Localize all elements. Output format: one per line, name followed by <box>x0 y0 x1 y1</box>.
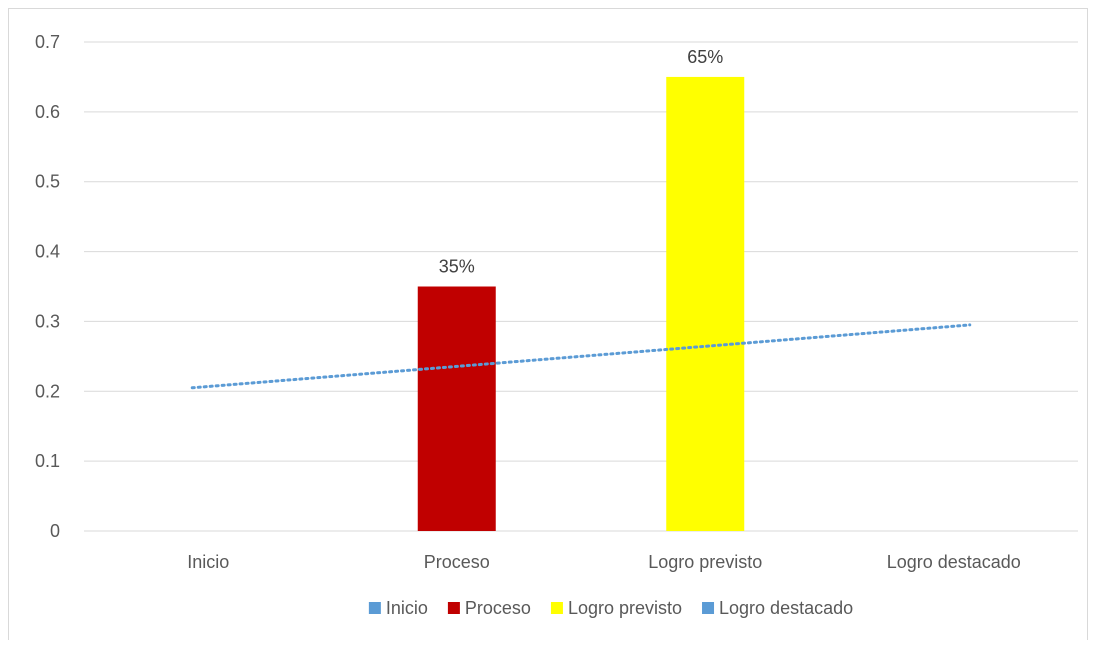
y-tick-label: 0 <box>50 521 60 541</box>
legend-label: Logro previsto <box>568 598 682 618</box>
y-tick-label: 0.5 <box>35 172 60 192</box>
y-tick-label: 0.3 <box>35 311 60 331</box>
x-tick-label: Inicio <box>187 552 229 572</box>
y-tick-label: 0.2 <box>35 381 60 401</box>
legend-label: Logro destacado <box>719 598 853 618</box>
y-tick-label: 0.1 <box>35 451 60 471</box>
x-tick-label: Logro previsto <box>648 552 762 572</box>
legend-label: Inicio <box>386 598 428 618</box>
gridlines <box>84 41 1078 532</box>
legend-swatch <box>368 602 381 614</box>
y-tick-label: 0.7 <box>35 32 60 52</box>
legend-label: Proceso <box>465 598 531 618</box>
y-tick-label: 0.4 <box>35 242 60 262</box>
legend-swatch <box>447 602 460 614</box>
legend-swatch <box>702 602 715 614</box>
x-tick-label: Logro destacado <box>887 552 1021 572</box>
labels: 0 0.1 0.2 0.3 0.4 0.5 0.6 0.7 Inicio 35% Proceso 65… <box>35 32 1021 572</box>
trendline-line <box>190 323 972 390</box>
data-label: 65% <box>687 47 723 67</box>
bar <box>666 76 745 531</box>
data-label: 35% <box>439 257 475 277</box>
chart-frame <box>8 8 1088 640</box>
legend-swatch <box>550 602 563 614</box>
bar <box>417 286 496 531</box>
bars <box>417 76 745 531</box>
x-tick-label: Proceso <box>424 552 490 572</box>
y-tick-label: 0.6 <box>35 102 60 122</box>
trendline <box>190 323 972 390</box>
legend: Inicio Proceso Logro previsto Logro destaca… <box>368 598 853 618</box>
